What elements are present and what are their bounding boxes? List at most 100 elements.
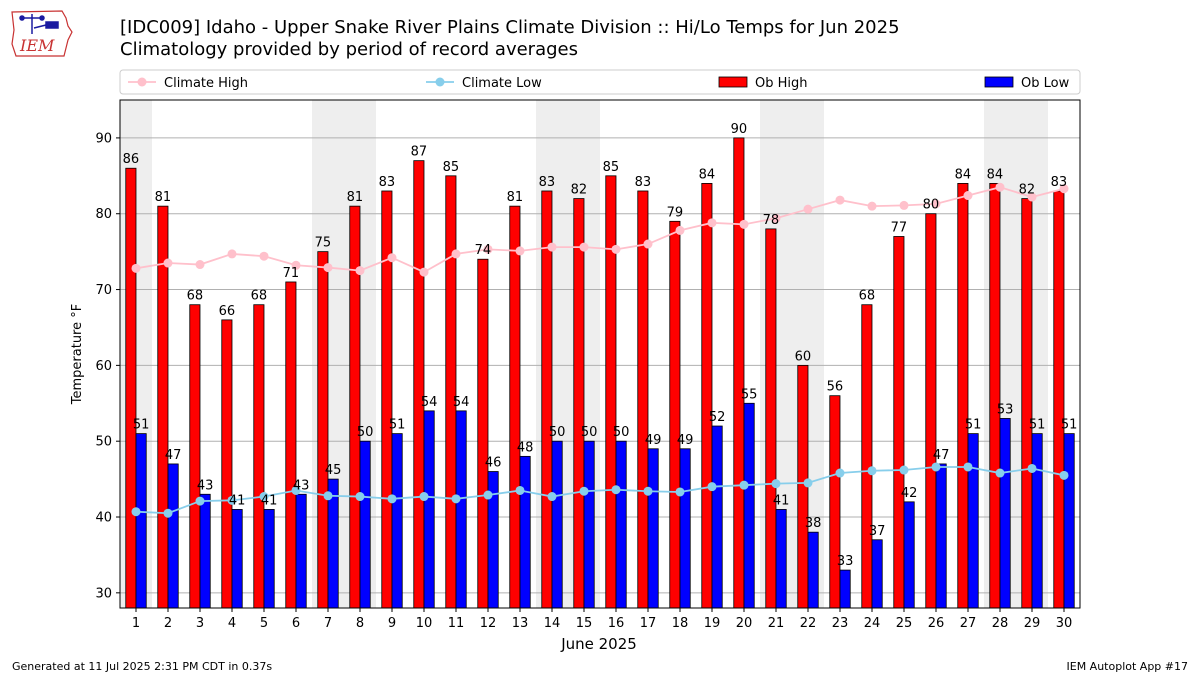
ob-low-bar-6 [295,493,307,609]
ob-high-label-18: 79 [667,205,684,220]
ob-low-label-22: 38 [805,516,822,531]
weather-station-icon [19,14,59,34]
climate-high-point-2 [163,258,173,268]
x-axis-label: June 2025 [560,635,637,653]
iem-logo-text: IEM [19,36,55,55]
y-tick-label-30: 30 [95,586,112,601]
ob-high-label-15: 82 [571,183,588,198]
ob-high-bar-6 [285,281,297,609]
legend-label-ob-high: Ob High [755,76,808,91]
x-tick-label-15: 15 [576,616,593,631]
ob-low-bar-29 [1031,433,1043,609]
legend-swatch-ob-high [718,76,748,88]
legend-swatch-ob-low [984,76,1014,88]
ob-low-bar-16 [615,440,627,609]
ob-low-label-5: 41 [261,493,278,508]
ob-high-bar-5 [253,304,265,609]
ob-low-bar-2 [167,463,179,609]
x-tick-label-23: 23 [832,616,849,631]
climate-low-point-4 [227,495,237,505]
legend-label-climate-high: Climate High [164,76,248,91]
ob-high-bar-29 [1021,198,1033,609]
ob-low-bar-15 [583,440,595,609]
x-tick-label-25: 25 [896,616,913,631]
climate-low-point-22 [803,478,813,488]
climate-high-point-24 [867,201,877,211]
climate-high-point-5 [259,251,269,261]
ob-low-label-18: 49 [677,433,694,448]
y-axis-label: Temperature °F [70,304,85,405]
x-tick-label-26: 26 [928,616,945,631]
climate-high-point-11 [451,249,461,259]
x-tick-label-6: 6 [292,616,300,631]
x-tick-label-18: 18 [672,616,689,631]
ob-high-label-12: 74 [475,243,492,258]
bar-labels: 86 51 81 47 68 43 66 41 68 41 71 43 75 45 81 50 83 51 87 54… [123,122,1078,569]
ob-high-bar-30 [1053,190,1065,609]
ob-high-bar-17 [637,190,649,609]
x-tick-label-4: 4 [228,616,236,631]
legend-marker-climate-high [137,77,147,87]
climate-low-point-28 [995,468,1005,478]
ob-high-label-2: 81 [155,190,172,205]
climate-low-point-18 [675,487,685,497]
legend-box [119,69,1081,95]
ob-high-label-10: 87 [411,145,428,160]
climate-high-line [135,186,1065,274]
ob-high-label-16: 85 [603,160,620,175]
climate-low-point-11 [451,494,461,504]
climate-low-point-1 [131,507,141,517]
ob-low-bar-24 [871,539,883,609]
ob-high-label-29: 82 [1019,183,1036,198]
ob-high-label-24: 68 [859,289,876,304]
ob-low-label-16: 50 [613,425,630,440]
x-tick-label-3: 3 [196,616,204,631]
gridlines [120,137,1080,594]
ob-high-bar-26 [925,213,937,609]
x-tick-label-9: 9 [388,616,396,631]
ob-low-label-23: 33 [837,554,854,569]
climate-low-point-6 [291,485,301,495]
climate-high-point-21 [771,213,781,223]
ob-low-label-9: 51 [389,418,406,433]
ob-high-label-9: 83 [379,175,396,190]
climate-high-point-26 [931,199,941,209]
climate-low-point-8 [355,492,365,502]
ob-low-bar-30 [1063,433,1075,609]
climate-low-point-24 [867,466,877,476]
climate-high-point-14 [547,242,557,252]
x-tick-label-29: 29 [1024,616,1041,631]
climate-high-point-16 [611,244,621,254]
ob-low-bar-17 [647,448,659,609]
climate-high-point-18 [675,225,685,235]
ob-low-bar-21 [775,509,787,609]
climate-high-point-13 [515,246,525,256]
x-tick-label-30: 30 [1056,616,1073,631]
x-tick-label-5: 5 [260,616,268,631]
ob-low-bar-20 [743,402,755,609]
ob-low-bar-10 [423,410,435,609]
ob-low-label-13: 48 [517,440,534,455]
ob-high-label-14: 83 [539,175,556,190]
ob-high-bar-14 [541,190,553,609]
y-tick-label-80: 80 [95,207,112,222]
ob-low-label-21: 41 [773,493,790,508]
ob-low-label-20: 55 [741,387,758,402]
ob-low-label-8: 50 [357,425,374,440]
x-tick-label-22: 22 [800,616,817,631]
ob-high-bar-20 [733,137,745,609]
ob-low-label-19: 52 [709,410,726,425]
ob-low-bar-4 [231,509,243,609]
ob-high-label-20: 90 [731,122,748,137]
climate-high-point-23 [835,195,845,205]
ob-high-label-13: 81 [507,190,524,205]
ob-low-label-10: 54 [421,395,438,410]
climate-low-point-30 [1059,470,1069,480]
climate-high-point-29 [1027,192,1037,202]
ob-low-bar-28 [999,418,1011,609]
ob-high-label-6: 71 [283,266,300,281]
climate-high-point-9 [387,253,397,263]
ob-high-bar-23 [829,395,841,609]
